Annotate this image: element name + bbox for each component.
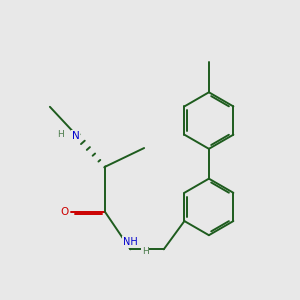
Text: N: N — [71, 131, 79, 141]
Text: NH: NH — [123, 237, 138, 247]
Text: O: O — [60, 207, 68, 217]
Text: H: H — [58, 130, 64, 139]
Text: H: H — [142, 247, 149, 256]
